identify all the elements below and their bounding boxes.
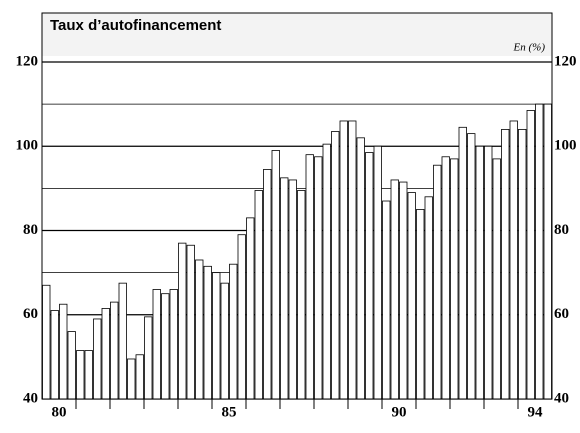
bar: [399, 181, 408, 400]
bar: [424, 196, 433, 400]
y2-tick-label: 120: [554, 53, 577, 69]
bar: [543, 103, 552, 400]
bar: [348, 120, 357, 400]
bar: [475, 145, 484, 400]
bar: [195, 259, 204, 400]
y2-tick-label: 80: [554, 222, 569, 238]
y-tick-label: 100: [16, 138, 39, 154]
y-tick-label: 40: [23, 390, 38, 406]
y2-tick-label: 60: [554, 306, 569, 322]
bar: [501, 128, 510, 400]
x-tick-label: 94: [528, 404, 544, 420]
bar: [254, 190, 263, 400]
bar: [84, 350, 93, 400]
bar: [382, 200, 391, 400]
x-tick-label: 85: [222, 404, 237, 420]
y-tick-label: 80: [23, 222, 38, 238]
unit-label: En (%): [513, 42, 546, 54]
bar: [535, 103, 544, 400]
bar: [50, 310, 59, 400]
bar: [212, 272, 221, 400]
bar: [492, 158, 501, 400]
header-band: [42, 13, 552, 56]
bar: [458, 126, 467, 400]
bar: [373, 145, 382, 400]
bar: [407, 192, 416, 400]
bar: [526, 110, 535, 400]
bar: [356, 137, 365, 400]
bar: [305, 154, 314, 400]
bar: [246, 217, 255, 400]
bar: [144, 316, 153, 400]
bar: [220, 282, 229, 400]
bar: [297, 190, 306, 400]
bar: [229, 263, 238, 400]
y-tick-label: 60: [23, 306, 38, 322]
bar: [127, 358, 136, 400]
bar: [169, 289, 178, 400]
bar: [178, 242, 187, 400]
bar: [67, 331, 76, 400]
bar: [288, 179, 297, 400]
chart-title: Taux d’autofinancement: [50, 17, 221, 34]
bar: [110, 301, 119, 400]
bar: [433, 164, 442, 400]
bar: [314, 156, 323, 400]
bar: [484, 145, 493, 400]
bar: [416, 209, 425, 400]
bar: [237, 234, 246, 400]
bar: [441, 156, 450, 400]
bar: [93, 318, 102, 400]
bar: [322, 143, 331, 400]
bar: [450, 158, 459, 400]
bar: [331, 131, 340, 400]
y2-tick-label: 100: [554, 138, 577, 154]
bar: [101, 308, 110, 400]
y-tick-label: 120: [16, 53, 39, 69]
bar: [152, 289, 161, 400]
bar: [263, 169, 272, 400]
x-tick-label: 80: [52, 404, 67, 420]
bar: [186, 244, 195, 400]
bar: [467, 133, 476, 400]
bar: [271, 150, 280, 400]
bar: [135, 354, 144, 400]
bar: [203, 265, 212, 400]
bar: [509, 120, 518, 400]
bar: [161, 293, 170, 400]
bar: [390, 179, 399, 400]
bar: [280, 177, 289, 400]
y2-tick-label: 40: [554, 390, 569, 406]
bar: [339, 120, 348, 400]
bar: [518, 128, 527, 400]
x-tick-label: 90: [392, 404, 407, 420]
bar: [118, 282, 127, 400]
bar: [76, 350, 85, 400]
bar: [42, 284, 51, 400]
bar: [365, 152, 374, 400]
bar: [59, 303, 68, 400]
plot-frame: [41, 12, 553, 400]
